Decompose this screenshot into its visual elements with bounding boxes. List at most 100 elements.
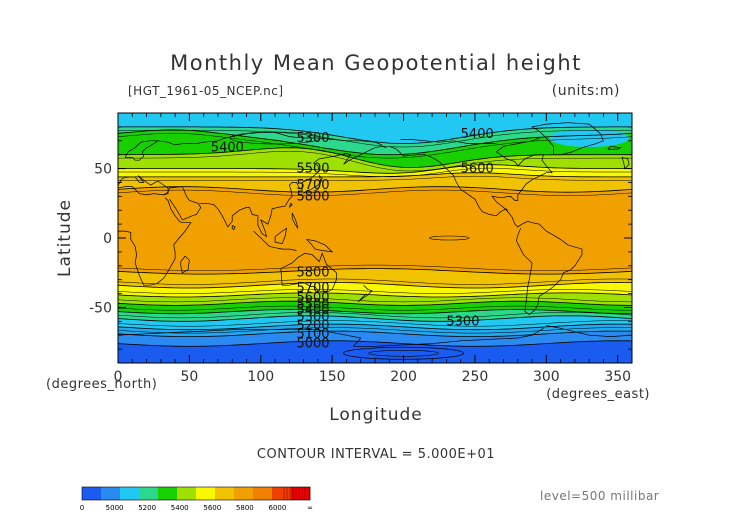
contour-line — [428, 235, 470, 241]
contour-band — [118, 172, 632, 193]
y-axis-label: Latitude — [55, 199, 75, 277]
coastline — [231, 225, 236, 231]
coastline — [274, 227, 287, 244]
coastline — [199, 145, 387, 238]
colorbar-swatch — [139, 487, 159, 500]
contour-line — [118, 278, 632, 285]
contour-label: 5300 — [296, 310, 329, 325]
contour-line — [118, 172, 632, 178]
contour-line — [118, 312, 632, 319]
contour-label: 5800 — [296, 189, 329, 204]
contour-line — [118, 150, 632, 172]
contour-line — [118, 189, 632, 196]
coastline — [389, 145, 583, 315]
level-text: level=500 millibar — [540, 489, 659, 503]
contour-line — [118, 175, 632, 181]
contour-label: 5700 — [296, 281, 329, 296]
contour-band — [118, 113, 632, 144]
contour-line — [118, 126, 632, 145]
colorbar-swatch — [158, 487, 178, 500]
coastline — [288, 202, 293, 208]
coastline — [124, 140, 160, 161]
x-tick-label: 300 — [533, 369, 560, 385]
y-tick-label: 50 — [94, 162, 112, 178]
units-label: (units:m) — [552, 83, 620, 99]
colorbar-tick-label: 5400 — [171, 504, 189, 512]
coastlines — [118, 122, 632, 347]
contour-band — [118, 324, 632, 337]
colorbar-tick-label: ∞ — [307, 504, 313, 512]
contour-band — [118, 129, 632, 168]
chart-title: Monthly Mean Geopotential height — [170, 51, 582, 75]
contour-label: 5400 — [211, 141, 244, 156]
coastline — [621, 156, 630, 169]
colorbar-tick-label: 5000 — [106, 504, 124, 512]
colorbar-swatch — [196, 487, 216, 500]
contour-line — [118, 300, 632, 306]
contour-line — [118, 164, 632, 174]
colorbar-tick-label: 5600 — [203, 504, 221, 512]
contour-band — [118, 282, 632, 297]
x-tick-label: 100 — [247, 369, 274, 385]
contour-label: 5600 — [461, 162, 494, 177]
contour-line — [118, 315, 632, 322]
contour-label: 5400 — [461, 127, 494, 142]
contour-line — [118, 129, 632, 156]
coastline — [400, 139, 497, 144]
contour-line — [118, 289, 632, 294]
coastline — [491, 137, 553, 212]
x-tick-label: 350 — [604, 369, 631, 385]
coastline — [607, 145, 622, 150]
coastline — [291, 212, 299, 229]
contour-line — [118, 268, 632, 275]
coastline — [157, 132, 383, 146]
contour-label: 5500 — [296, 298, 329, 313]
contour-line — [118, 147, 632, 168]
contour-line — [118, 130, 632, 148]
x-tick-label: 250 — [462, 369, 489, 385]
coastline — [306, 239, 334, 253]
contour-band — [118, 315, 632, 330]
contour-label: 5500 — [296, 162, 329, 177]
contour-label: 5400 — [296, 303, 329, 318]
colorbar-swatch — [234, 487, 254, 500]
colorbar-tick-label: 5800 — [236, 504, 254, 512]
coastline — [546, 325, 632, 337]
colorbar-swatch — [291, 487, 311, 500]
contour-band — [118, 186, 632, 275]
contour-interval-text: CONTOUR INTERVAL = 5.000E+01 — [257, 447, 495, 462]
contour-line — [118, 309, 632, 315]
coastline — [357, 284, 373, 303]
coastline — [180, 255, 190, 274]
colorbar-tick-label: 0 — [80, 504, 84, 512]
contour-pocket — [549, 129, 630, 147]
y-tick-label: 0 — [103, 231, 112, 247]
coastline — [163, 186, 202, 221]
x-tick-label: 200 — [390, 369, 417, 385]
coastline — [118, 168, 192, 286]
contour-line — [118, 281, 632, 289]
contour-line — [118, 305, 632, 311]
contour-label: 5300 — [446, 314, 479, 329]
contour-label: 5200 — [296, 319, 329, 334]
contour-line — [118, 330, 632, 337]
contour-label: 5100 — [296, 327, 329, 342]
y-tick-label: -50 — [89, 300, 112, 316]
colorbar: 0 5000 5200 5400 5600 5800 6000 ∞ — [80, 486, 313, 512]
colorbar-swatch — [253, 487, 273, 500]
coastline — [253, 230, 297, 251]
contour-line — [118, 323, 632, 331]
contour-line — [118, 327, 632, 334]
contour-line — [118, 186, 632, 193]
contour-line — [118, 264, 632, 271]
y-unit-label: (degrees_north) — [46, 377, 157, 392]
contour-line — [118, 133, 632, 159]
contour-band — [118, 340, 632, 363]
colorbar-swatch — [120, 487, 140, 500]
x-unit-label: (degrees_east) — [546, 387, 650, 402]
colorbar-swatch — [101, 487, 121, 500]
contour-label: 5800 — [296, 266, 329, 281]
